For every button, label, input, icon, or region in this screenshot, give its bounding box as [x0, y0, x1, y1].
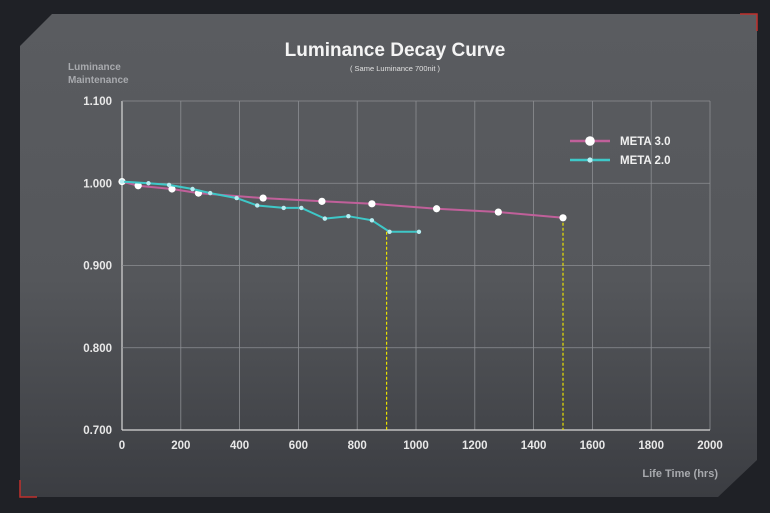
series-line	[121, 180, 564, 219]
chart-title: Luminance Decay Curve	[285, 40, 506, 61]
x-tick-label: 1200	[462, 440, 488, 452]
data-point	[346, 213, 351, 219]
chart-subtitle: ( Same Luminance 700nit )	[350, 64, 441, 73]
chart-panel	[20, 14, 757, 497]
x-tick-label: 400	[230, 440, 249, 452]
series-meta-2-0	[119, 179, 422, 234]
x-tick-label: 600	[289, 440, 308, 452]
data-point	[299, 205, 304, 211]
data-point	[318, 197, 326, 205]
corner-accent-bottom-left	[19, 480, 37, 498]
series-line	[121, 180, 419, 233]
y-tick-label: 0.700	[83, 425, 112, 437]
legend-swatch-marker	[587, 157, 593, 163]
data-point	[146, 181, 151, 186]
data-point	[259, 194, 267, 202]
legend-label: META 2.0	[620, 155, 670, 167]
x-axis-label: Life Time (hrs)	[642, 468, 718, 480]
y-tick-label: 1.000	[83, 178, 112, 190]
x-tick-label: 1400	[521, 440, 547, 452]
legend-label: META 3.0	[620, 136, 670, 148]
data-point	[190, 186, 195, 192]
data-point	[368, 200, 376, 208]
data-point	[168, 185, 176, 193]
data-point	[387, 229, 392, 234]
data-point	[369, 218, 375, 223]
data-point	[234, 195, 239, 201]
x-tick-label: 200	[171, 440, 190, 452]
x-tick-label: 1800	[638, 440, 664, 452]
data-point	[322, 216, 328, 221]
data-point	[559, 214, 567, 222]
series	[118, 178, 567, 234]
y-axis-label-line-2: Maintenance	[68, 75, 129, 86]
data-point	[494, 208, 502, 216]
legend: META 3.0 META 2.0	[570, 136, 670, 167]
data-point	[281, 205, 286, 211]
corner-accent-top-right	[740, 13, 758, 31]
data-point	[119, 179, 125, 184]
grid	[121, 100, 711, 431]
legend-swatch-marker	[585, 136, 595, 146]
data-point	[208, 190, 213, 196]
x-tick-label: 0	[119, 440, 125, 452]
data-point	[416, 229, 422, 234]
x-tick-label: 2000	[697, 440, 723, 452]
y-tick-label: 0.900	[83, 261, 112, 273]
tick-labels: 0 200 400 600 800 1000 1200 1400 1600 1800 2000 0.7…	[83, 96, 723, 452]
x-tick-label: 800	[348, 440, 367, 452]
x-tick-label: 1600	[580, 440, 606, 452]
reference-lines	[386, 217, 564, 430]
series-meta-3-0	[118, 178, 567, 222]
data-point	[166, 182, 172, 188]
data-point	[134, 182, 142, 190]
data-point	[255, 203, 260, 208]
x-tick-label: 1000	[403, 440, 429, 452]
data-point	[432, 205, 441, 213]
y-tick-label: 1.100	[83, 96, 112, 108]
y-axis-label-line-1: Luminance	[68, 62, 121, 73]
y-tick-label: 0.800	[83, 343, 112, 355]
